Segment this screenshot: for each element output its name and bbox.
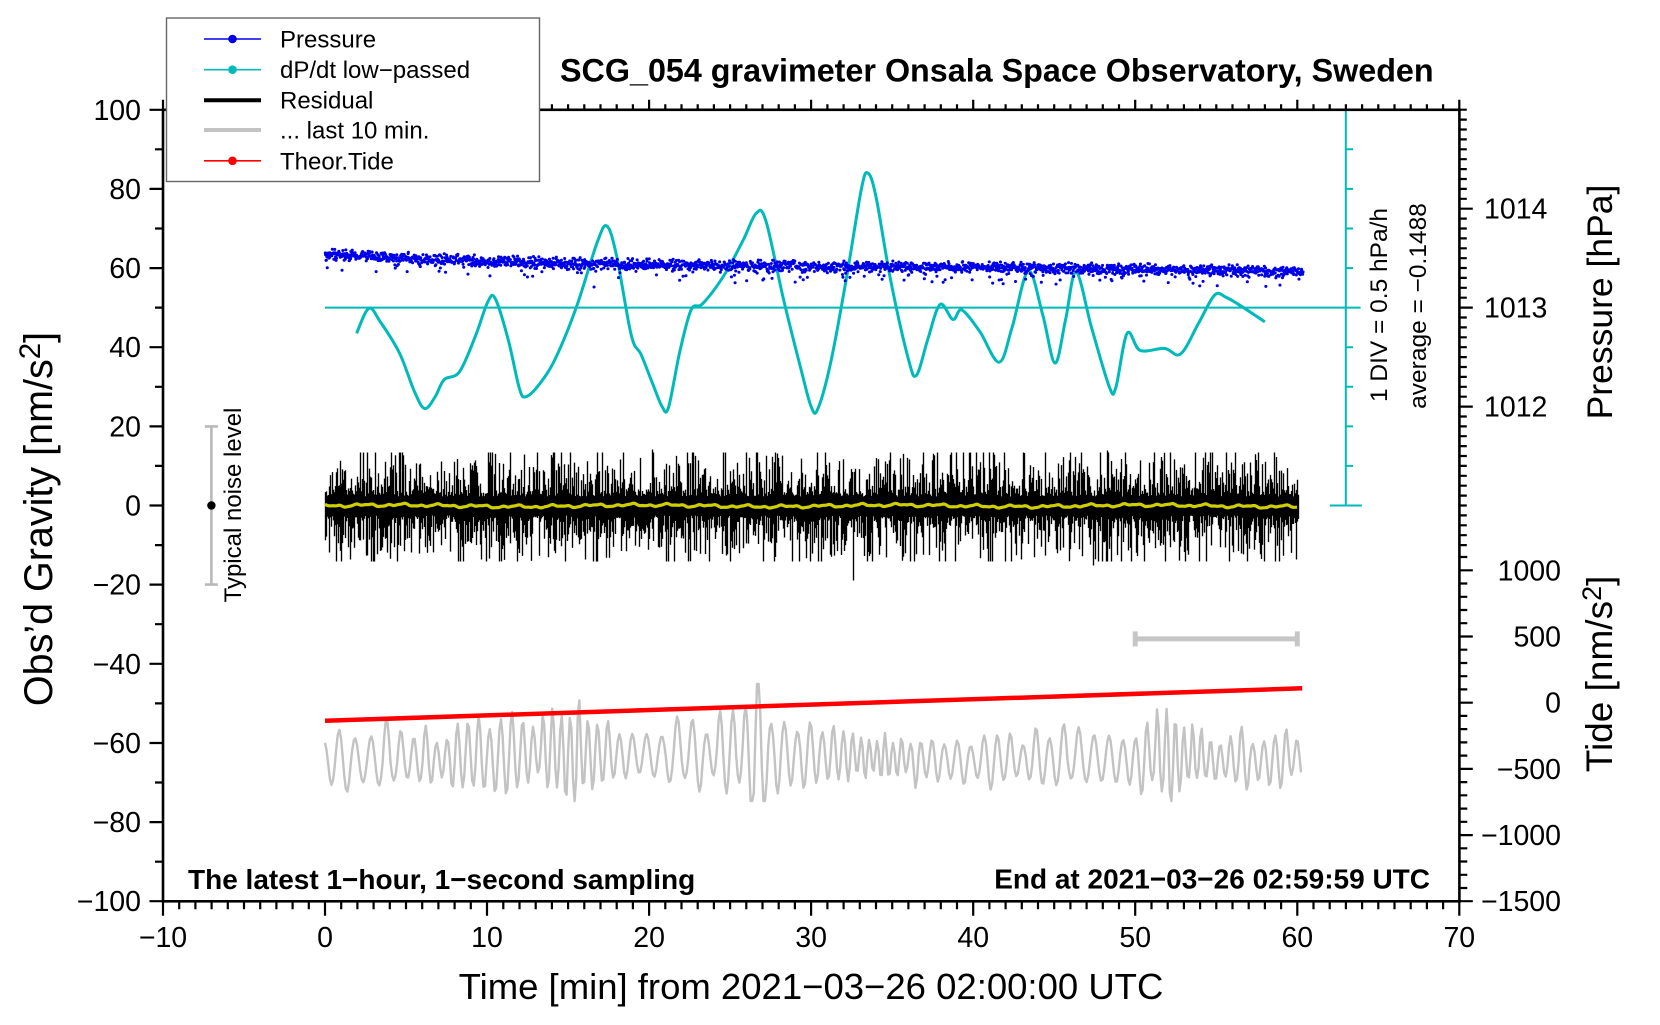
svg-text:Theor.Tide: Theor.Tide (280, 148, 394, 175)
svg-text:40: 40 (957, 922, 989, 954)
svg-text:−1500: −1500 (1481, 886, 1561, 918)
svg-text:average = −0.1488: average = −0.1488 (1405, 203, 1432, 409)
svg-text:−20: −20 (93, 570, 141, 602)
svg-text:1012: 1012 (1484, 392, 1547, 424)
svg-text:1 DIV = 0.5 hPa/h: 1 DIV = 0.5 hPa/h (1366, 208, 1393, 402)
svg-text:0: 0 (1545, 688, 1561, 720)
svg-text:Time [min] from 2021−03−26 02:: Time [min] from 2021−03−26 02:00:00 UTC (459, 966, 1164, 1007)
svg-text:1014: 1014 (1484, 194, 1548, 226)
svg-text:70: 70 (1443, 922, 1475, 954)
svg-text:−40: −40 (93, 649, 141, 681)
svg-text:0: 0 (317, 922, 333, 954)
svg-text:60: 60 (109, 253, 141, 285)
svg-text:0: 0 (125, 491, 141, 523)
svg-text:Tide [nm/s2]: Tide [nm/s2] (1577, 576, 1620, 773)
svg-text:10: 10 (471, 922, 503, 954)
svg-text:40: 40 (109, 332, 141, 364)
svg-text:80: 80 (109, 174, 141, 206)
svg-text:30: 30 (795, 922, 827, 954)
svg-text:20: 20 (109, 411, 141, 443)
svg-text:−100: −100 (77, 886, 141, 918)
svg-text:Residual: Residual (280, 88, 373, 115)
svg-text:dP/dt low−passed: dP/dt low−passed (280, 57, 470, 84)
svg-text:SCG_054 gravimeter Onsala Spac: SCG_054 gravimeter Onsala Space Observat… (560, 53, 1434, 89)
svg-text:−1000: −1000 (1481, 820, 1561, 852)
svg-text:20: 20 (633, 922, 665, 954)
svg-text:Pressure: Pressure (280, 27, 376, 54)
svg-text:Pressure [hPa]: Pressure [hPa] (1580, 185, 1620, 420)
svg-text:Typical noise level: Typical noise level (220, 408, 247, 603)
svg-text:−500: −500 (1497, 754, 1561, 786)
svg-text:−60: −60 (93, 728, 141, 760)
svg-text:1013: 1013 (1484, 293, 1547, 325)
svg-text:50: 50 (1119, 922, 1151, 954)
svg-text:Obs’d Gravity [nm/s2]: Obs’d Gravity [nm/s2] (14, 332, 61, 706)
svg-text:−10: −10 (139, 922, 187, 954)
svg-text:100: 100 (93, 95, 141, 127)
svg-text:60: 60 (1281, 922, 1313, 954)
svg-text:500: 500 (1513, 622, 1561, 654)
svg-text:1000: 1000 (1498, 555, 1561, 587)
svg-text:End at 2021−03−26 02:59:59 UTC: End at 2021−03−26 02:59:59 UTC (994, 864, 1430, 895)
svg-text:The latest 1−hour, 1−second sa: The latest 1−hour, 1−second sampling (188, 864, 695, 895)
svg-text:−80: −80 (93, 807, 141, 839)
svg-text:... last 10 min.: ... last 10 min. (280, 118, 429, 145)
